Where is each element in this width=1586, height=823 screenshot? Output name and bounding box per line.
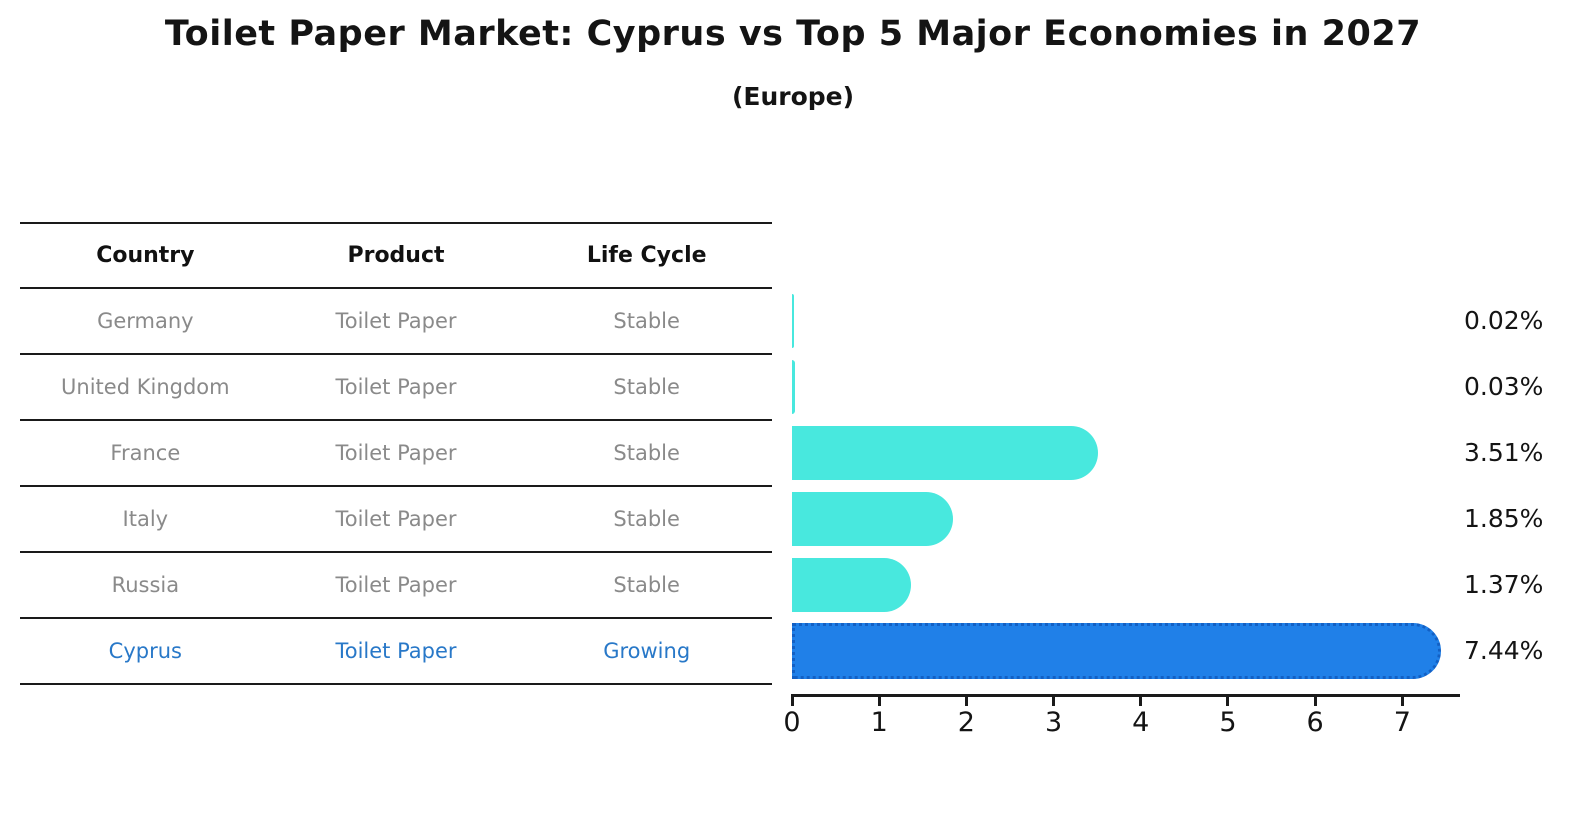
- table-body: Germany Toilet Paper Stable United Kingdom T…: [20, 289, 772, 685]
- cell-country: United Kingdom: [61, 375, 230, 399]
- x-axis-tick-label: 0: [783, 707, 801, 738]
- x-axis-tick-label: 4: [1132, 707, 1150, 738]
- x-axis-tick: [964, 697, 968, 706]
- bar-value-label: 1.85%: [1464, 504, 1544, 533]
- cell-country: France: [110, 441, 181, 465]
- x-axis-tick: [790, 697, 794, 706]
- bar-value-label: 1.37%: [1464, 570, 1544, 599]
- table-row: United Kingdom Toilet Paper Stable: [20, 355, 772, 421]
- comparison-table: Country Product Life Cycle Germany Toilet…: [20, 222, 772, 685]
- x-axis-tick: [1139, 697, 1143, 706]
- x-axis-tick: [877, 697, 881, 706]
- cell-product: Toilet Paper: [335, 507, 457, 531]
- cell-product: Toilet Paper: [335, 573, 457, 597]
- table-row: Russia Toilet Paper Stable: [20, 553, 772, 619]
- cell-life-cycle: Stable: [613, 375, 680, 399]
- x-axis-tick: [1226, 697, 1230, 706]
- cell-product: Toilet Paper: [335, 375, 457, 399]
- table-row: Germany Toilet Paper Stable: [20, 289, 772, 355]
- x-axis-tick: [1400, 697, 1404, 706]
- column-header-product: Product: [347, 243, 445, 268]
- cell-country: Italy: [122, 507, 169, 531]
- cell-life-cycle: Stable: [613, 441, 680, 465]
- bar-united-kingdom: [792, 360, 795, 414]
- x-axis-tick-label: 2: [957, 707, 975, 738]
- x-axis-tick-label: 1: [870, 707, 888, 738]
- x-axis-tick-label: 7: [1393, 707, 1411, 738]
- bar-value-label: 3.51%: [1464, 438, 1544, 467]
- bar-chart-plot-area: [792, 288, 1459, 684]
- column-header-country: Country: [96, 243, 195, 268]
- bar-cyprus: [792, 623, 1441, 679]
- cell-life-cycle: Stable: [613, 507, 680, 531]
- cell-product: Toilet Paper: [335, 309, 457, 333]
- cell-country: Russia: [111, 573, 180, 597]
- chart-title: Toilet Paper Market: Cyprus vs Top 5 Maj…: [164, 14, 1422, 54]
- x-axis-tick: [1313, 697, 1317, 706]
- cell-product: Toilet Paper: [335, 639, 457, 663]
- table-row: Cyprus Toilet Paper Growing: [20, 619, 772, 685]
- x-axis-tick-label: 5: [1219, 707, 1237, 738]
- bar-germany: [792, 294, 794, 348]
- bar-france: [792, 426, 1099, 480]
- cell-life-cycle: Stable: [613, 309, 680, 333]
- table-row: Italy Toilet Paper Stable: [20, 487, 772, 553]
- chart-subtitle: (Europe): [731, 82, 855, 111]
- cell-product: Toilet Paper: [335, 441, 457, 465]
- cell-life-cycle: Growing: [603, 639, 691, 663]
- bar-italy: [792, 492, 954, 546]
- bar-russia: [792, 558, 912, 612]
- x-axis-tick-label: 6: [1306, 707, 1324, 738]
- cell-life-cycle: Stable: [613, 573, 680, 597]
- bar-value-label: 0.03%: [1464, 372, 1544, 401]
- x-axis-tick: [1052, 697, 1056, 706]
- bar-value-label: 0.02%: [1464, 306, 1544, 335]
- column-header-life-cycle: Life Cycle: [586, 243, 707, 268]
- table-row: France Toilet Paper Stable: [20, 421, 772, 487]
- cell-country: Germany: [97, 309, 194, 333]
- x-axis-tick-label: 3: [1044, 707, 1063, 738]
- table-header-row: Country Product Life Cycle: [20, 222, 772, 289]
- cell-country: Cyprus: [108, 639, 182, 663]
- x-axis-line: [791, 694, 1460, 697]
- bar-value-label: 7.44%: [1464, 636, 1544, 665]
